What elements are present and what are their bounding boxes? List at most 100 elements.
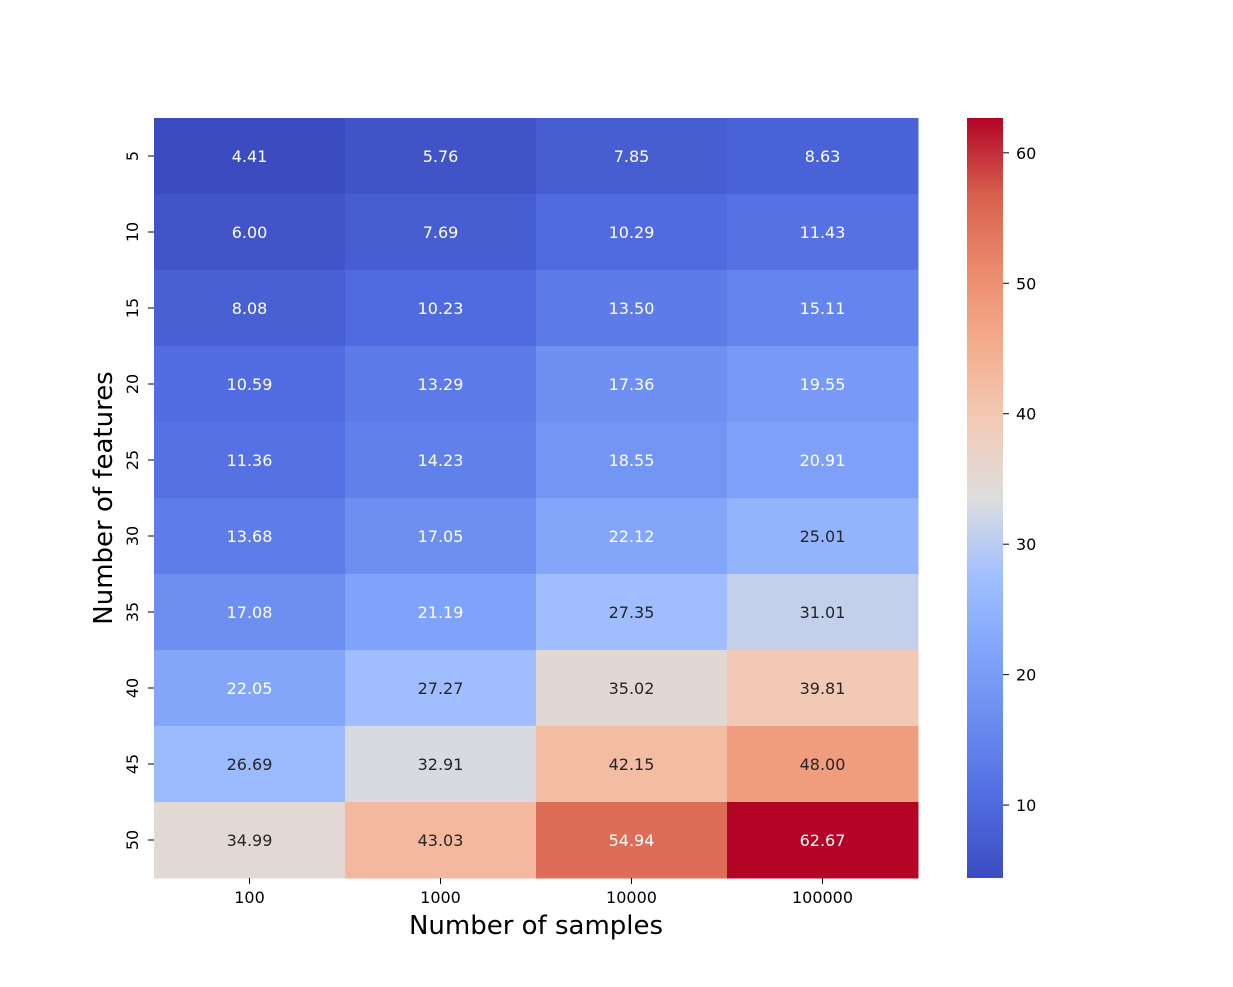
x-tick-label: 1000 xyxy=(420,888,461,907)
cell-value-label: 7.69 xyxy=(423,223,459,242)
cell-value-label: 54.94 xyxy=(609,831,655,850)
heatmap-cell xyxy=(536,194,728,271)
y-tick-label: 45 xyxy=(123,754,142,774)
cell-value-label: 17.08 xyxy=(227,603,273,622)
y-axis: 5 10 15 20 25 30 35 40 45 50 xyxy=(123,151,154,850)
cell-value-label: 10.23 xyxy=(418,299,464,318)
cell-value-label: 48.00 xyxy=(800,755,846,774)
x-tick-label: 100 xyxy=(234,888,265,907)
heatmap-cell xyxy=(727,802,919,879)
heatmap-cell xyxy=(154,422,346,499)
cell-value-label: 13.50 xyxy=(609,299,655,318)
colorbar-tick-label: 40 xyxy=(1016,405,1036,424)
cell-value-label: 6.00 xyxy=(232,223,268,242)
cell-value-label: 34.99 xyxy=(227,831,273,850)
y-tick-label: 15 xyxy=(123,298,142,318)
heatmap-cell xyxy=(154,574,346,651)
cell-value-label: 8.08 xyxy=(232,299,268,318)
heatmap-cell xyxy=(154,650,346,727)
cell-value-label: 22.05 xyxy=(227,679,273,698)
heatmap-cell xyxy=(345,574,537,651)
heatmap-cell xyxy=(727,194,919,271)
cell-value-label: 19.55 xyxy=(800,375,846,394)
heatmap-cell xyxy=(727,726,919,803)
y-axis-title: Number of features xyxy=(89,371,119,624)
cell-value-label: 31.01 xyxy=(800,603,846,622)
heatmap-cell xyxy=(536,270,728,347)
heatmap-cell xyxy=(536,802,728,879)
heatmap-cell xyxy=(727,498,919,575)
heatmap-cell xyxy=(727,574,919,651)
y-tick-label: 10 xyxy=(123,222,142,242)
y-tick-label: 25 xyxy=(123,450,142,470)
y-tick-label: 30 xyxy=(123,526,142,546)
heatmap-cell xyxy=(345,346,537,423)
heatmap-cell xyxy=(536,118,728,195)
heatmap-cell xyxy=(154,802,346,879)
heatmap-cell xyxy=(154,346,346,423)
heatmap-cells: 4.41 5.76 7.85 8.63 6.00 7.69 10.29 11.43 8.08 10… xyxy=(154,118,919,879)
heatmap-cell xyxy=(727,422,919,499)
x-axis: 100 1000 10000 100000 xyxy=(234,878,853,907)
heatmap-cell xyxy=(154,726,346,803)
colorbar-gradient xyxy=(967,118,1003,878)
cell-value-label: 13.68 xyxy=(227,527,273,546)
cell-value-label: 32.91 xyxy=(418,755,464,774)
colorbar: 10 20 30 40 50 60 xyxy=(967,118,1036,878)
cell-value-label: 11.43 xyxy=(800,223,846,242)
heatmap-cell xyxy=(536,574,728,651)
cell-value-label: 11.36 xyxy=(227,451,273,470)
heatmap-cell xyxy=(536,726,728,803)
cell-value-label: 17.05 xyxy=(418,527,464,546)
heatmap-cell xyxy=(727,650,919,727)
heatmap-cell xyxy=(345,726,537,803)
cell-value-label: 39.81 xyxy=(800,679,846,698)
cell-value-label: 14.23 xyxy=(418,451,464,470)
cell-value-label: 35.02 xyxy=(609,679,655,698)
cell-value-label: 62.67 xyxy=(800,831,846,850)
y-tick-label: 50 xyxy=(123,830,142,850)
heatmap-cell xyxy=(345,270,537,347)
cell-value-label: 4.41 xyxy=(232,147,268,166)
heatmap-cell xyxy=(536,650,728,727)
heatmap-cell xyxy=(536,422,728,499)
cell-value-label: 25.01 xyxy=(800,527,846,546)
cell-value-label: 17.36 xyxy=(609,375,655,394)
heatmap-cell xyxy=(345,650,537,727)
heatmap-cell xyxy=(154,194,346,271)
cell-value-label: 42.15 xyxy=(609,755,655,774)
colorbar-tick-label: 20 xyxy=(1016,666,1036,685)
heatmap-cell xyxy=(345,422,537,499)
cell-value-label: 26.69 xyxy=(227,755,273,774)
heatmap-cell xyxy=(727,270,919,347)
heatmap-cell xyxy=(154,118,346,195)
heatmap-cell xyxy=(154,498,346,575)
cell-value-label: 10.59 xyxy=(227,375,273,394)
heatmap-cell xyxy=(345,498,537,575)
y-tick-label: 40 xyxy=(123,678,142,698)
cell-value-label: 18.55 xyxy=(609,451,655,470)
heatmap-cell xyxy=(345,118,537,195)
cell-value-label: 20.91 xyxy=(800,451,846,470)
heatmap-cell xyxy=(154,270,346,347)
cell-value-label: 22.12 xyxy=(609,527,655,546)
colorbar-tick-label: 30 xyxy=(1016,535,1036,554)
colorbar-tick-label: 50 xyxy=(1016,274,1036,293)
cell-value-label: 21.19 xyxy=(418,603,464,622)
y-tick-label: 35 xyxy=(123,602,142,622)
colorbar-tick-label: 60 xyxy=(1016,144,1036,163)
heatmap-cell xyxy=(345,802,537,879)
x-tick-label: 100000 xyxy=(792,888,853,907)
heatmap-cell xyxy=(345,194,537,271)
cell-value-label: 43.03 xyxy=(418,831,464,850)
cell-value-label: 5.76 xyxy=(423,147,459,166)
heatmap-cell xyxy=(536,346,728,423)
cell-value-label: 27.27 xyxy=(418,679,464,698)
heatmap-cell xyxy=(727,118,919,195)
cell-value-label: 27.35 xyxy=(609,603,655,622)
heatmap-cell xyxy=(536,498,728,575)
colorbar-tick-label: 10 xyxy=(1016,796,1036,815)
cell-value-label: 13.29 xyxy=(418,375,464,394)
y-tick-label: 5 xyxy=(123,151,142,161)
